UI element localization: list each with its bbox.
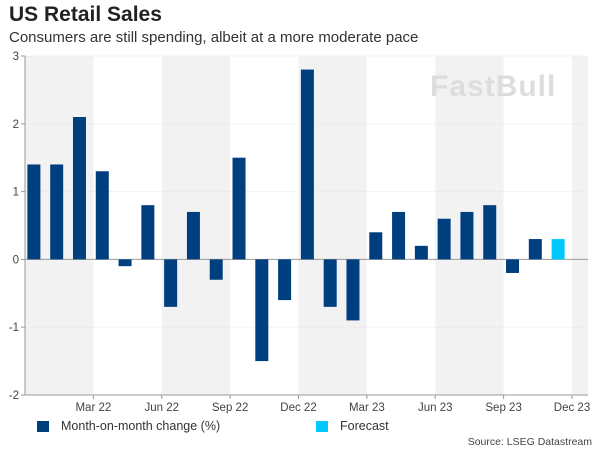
bar — [506, 259, 520, 273]
y-tick-label: -1 — [9, 322, 19, 334]
y-tick-label: 2 — [13, 119, 19, 131]
forecast-bar — [551, 239, 565, 260]
bar — [323, 259, 337, 307]
bar — [346, 259, 360, 321]
x-tick-label: Jun 23 — [418, 402, 453, 414]
bar — [414, 245, 428, 260]
bar — [164, 259, 178, 307]
bar — [437, 218, 451, 260]
bar — [392, 211, 406, 260]
bar — [95, 171, 109, 260]
bar — [460, 211, 474, 260]
x-tick-label: Jun 22 — [144, 402, 179, 414]
bar — [483, 205, 497, 260]
y-tick-label: -2 — [9, 390, 19, 402]
y-tick-label: 0 — [13, 254, 19, 266]
x-tick-label: Sep 22 — [212, 402, 248, 414]
bar — [232, 157, 246, 260]
legend-swatch-forecast — [316, 420, 328, 432]
y-tick-label: 1 — [13, 187, 19, 199]
x-tick-label: Mar 23 — [349, 402, 385, 414]
bar — [300, 69, 314, 260]
bar — [528, 239, 542, 260]
legend-swatch-actual — [37, 420, 49, 432]
bar — [209, 259, 223, 280]
bar — [369, 232, 383, 260]
x-tick-label: Dec 23 — [554, 402, 590, 414]
bar — [72, 117, 86, 260]
quarter-band — [572, 56, 588, 395]
bar — [50, 164, 64, 260]
legend-item-forecast: Forecast — [316, 419, 389, 433]
legend-label-actual: Month-on-month change (%) — [61, 419, 221, 433]
y-tick-label: 3 — [13, 51, 19, 63]
bar — [186, 211, 200, 260]
bar — [118, 259, 132, 267]
watermark: FastBull — [430, 70, 557, 103]
legend-label-forecast: Forecast — [340, 419, 389, 433]
chart-title: US Retail Sales — [9, 3, 162, 26]
x-tick-label: Dec 22 — [280, 402, 316, 414]
bar — [255, 259, 269, 362]
bar — [278, 259, 292, 301]
bar — [27, 164, 41, 260]
legend-item-actual: Month-on-month change (%) — [37, 419, 220, 433]
chart-subtitle: Consumers are still spending, albeit at … — [9, 29, 419, 46]
source-note: Source: LSEG Datastream — [467, 436, 592, 448]
bar — [141, 205, 155, 260]
x-tick-label: Sep 23 — [485, 402, 521, 414]
x-tick-label: Mar 22 — [75, 402, 111, 414]
